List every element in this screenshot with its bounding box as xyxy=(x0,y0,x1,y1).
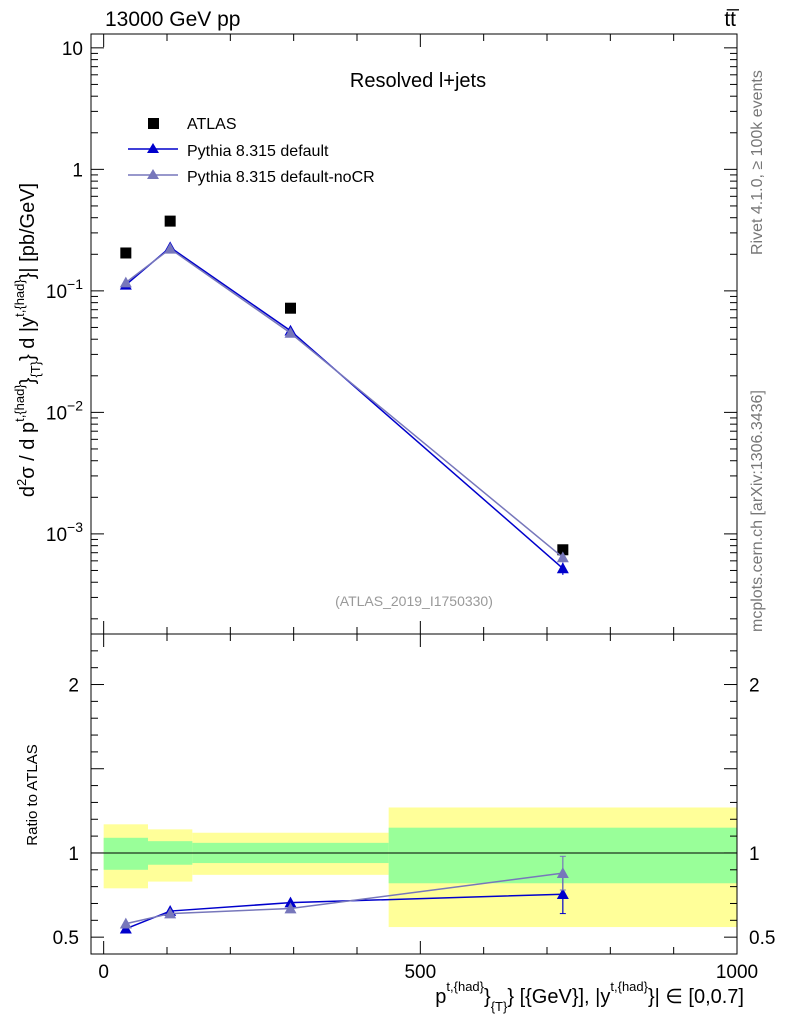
x-label-part: }| ∈ [0,0.7] xyxy=(648,986,744,1008)
ratio-y-tick-label: 0.5 xyxy=(53,928,79,949)
legend-item-pythia-default: Pythia 8.315 default xyxy=(128,143,329,160)
y-tick-label: 10 xyxy=(62,39,83,60)
uncertainty-band-green xyxy=(103,837,148,870)
y-label-part: 2 xyxy=(14,479,29,486)
y-label-part: t,{had} xyxy=(12,279,27,317)
header-left: 13000 GeV pp xyxy=(105,8,240,31)
ratio-series-line xyxy=(125,893,563,930)
legend-label: ATLAS xyxy=(187,116,237,133)
tick-base: 10 xyxy=(46,403,67,424)
ratio-y-tick-label-right: 0.5 xyxy=(749,928,775,949)
x-tick-label: 0 xyxy=(98,962,109,983)
header-right: tt̅ xyxy=(724,8,740,31)
data-point-triangle xyxy=(164,242,177,254)
ratio-panel: 0.5 0.51 12 20 500 1000 Ratio to ATLAS pt,{ha… xyxy=(24,633,775,1014)
data-point-atlas xyxy=(285,302,296,314)
main-y-axis-label: d2σ / d pt,{had}}{T}} d |yt,{had}}| [pb/… xyxy=(12,183,43,497)
x-label-part: {T} xyxy=(491,999,508,1014)
mcplots-label: mcplots.cern.ch [arXiv:1306.3436] xyxy=(749,390,766,632)
ratio-point-triangle xyxy=(164,907,177,919)
data-point-triangle xyxy=(556,562,569,574)
tick-exponent: −3 xyxy=(67,519,83,535)
y-label-part: }| [pb/GeV] xyxy=(17,183,39,279)
legend-item-atlas: ATLAS xyxy=(148,116,237,133)
ratio-point-triangle xyxy=(556,867,569,878)
ratio-series-line xyxy=(125,872,563,925)
rivet-label: Rivet 4.1.0, ≥ 100k events xyxy=(749,70,766,255)
data-point-triangle xyxy=(556,551,569,563)
x-label-part: t,{had} xyxy=(446,979,484,994)
y-tick-label: 10−1 xyxy=(46,276,83,303)
y-label-part: } d |y xyxy=(17,317,39,361)
y-label-part: {T} xyxy=(28,360,43,377)
main-plot-area xyxy=(119,215,569,575)
x-tick-label: 1000 xyxy=(716,962,758,983)
legend-marker-triangle xyxy=(147,143,159,153)
x-axis-label: pt,{had}}{T}} [{GeV}], |yt,{had}}| ∈ [0,… xyxy=(435,979,744,1014)
data-point-triangle xyxy=(284,327,297,338)
y-label-part: } xyxy=(17,377,39,384)
data-point-atlas xyxy=(164,215,176,227)
ratio-y-tick-label-right: 1 xyxy=(749,844,760,865)
legend-marker-triangle xyxy=(147,169,159,179)
y-tick-label: 1 xyxy=(72,160,83,181)
ratio-plot-area xyxy=(91,807,737,934)
x-label-part: } [{GeV}], |y xyxy=(507,986,610,1008)
series-line xyxy=(125,246,564,569)
ratio-y-axis-label: Ratio to ATLAS xyxy=(24,744,41,845)
tick-exponent: −2 xyxy=(67,397,83,413)
tick-exponent: −1 xyxy=(67,276,83,292)
legend-label: Pythia 8.315 default-noCR xyxy=(187,169,375,186)
x-label-part: t,{had} xyxy=(610,979,648,994)
data-point-triangle xyxy=(119,276,132,288)
y-label-part: t,{had} xyxy=(12,384,27,422)
ratio-point-triangle xyxy=(119,917,132,929)
analysis-watermark: (ATLAS_2019_I1750330) xyxy=(335,593,493,609)
tick-base: 10 xyxy=(46,282,67,303)
y-tick-label: 10−3 xyxy=(46,519,83,546)
legend: ATLAS Pythia 8.315 default Pythia 8.315 … xyxy=(128,116,375,186)
plot-title: Resolved l+jets xyxy=(350,70,486,92)
x-tick-label: 500 xyxy=(404,962,436,983)
legend-label: Pythia 8.315 default xyxy=(187,143,329,160)
data-point-atlas xyxy=(557,544,569,556)
ratio-frame xyxy=(90,633,738,955)
ratio-point-triangle xyxy=(556,888,569,900)
ratio-y-tick-label-right: 2 xyxy=(749,676,760,697)
data-point-atlas xyxy=(120,247,132,259)
x-label-part: } xyxy=(484,986,491,1008)
y-label-part: σ / d p xyxy=(17,422,39,479)
ratio-axes: 0.5 0.5 1 1 2 2 0 500 1000 xyxy=(53,634,775,983)
y-tick-label: 10−2 xyxy=(46,397,83,424)
ratio-y-tick-label: 1 xyxy=(68,844,79,865)
legend-marker-square xyxy=(148,118,159,129)
ratio-y-tick-label: 2 xyxy=(68,676,79,697)
legend-item-pythia-nocr: Pythia 8.315 default-noCR xyxy=(128,169,375,186)
tick-base: 10 xyxy=(46,525,67,546)
ratio-point-triangle xyxy=(284,902,297,914)
ratio-point-triangle xyxy=(284,896,297,908)
series-line xyxy=(125,247,564,559)
y-label-part: d xyxy=(17,486,39,497)
x-label-part: p xyxy=(435,986,446,1008)
